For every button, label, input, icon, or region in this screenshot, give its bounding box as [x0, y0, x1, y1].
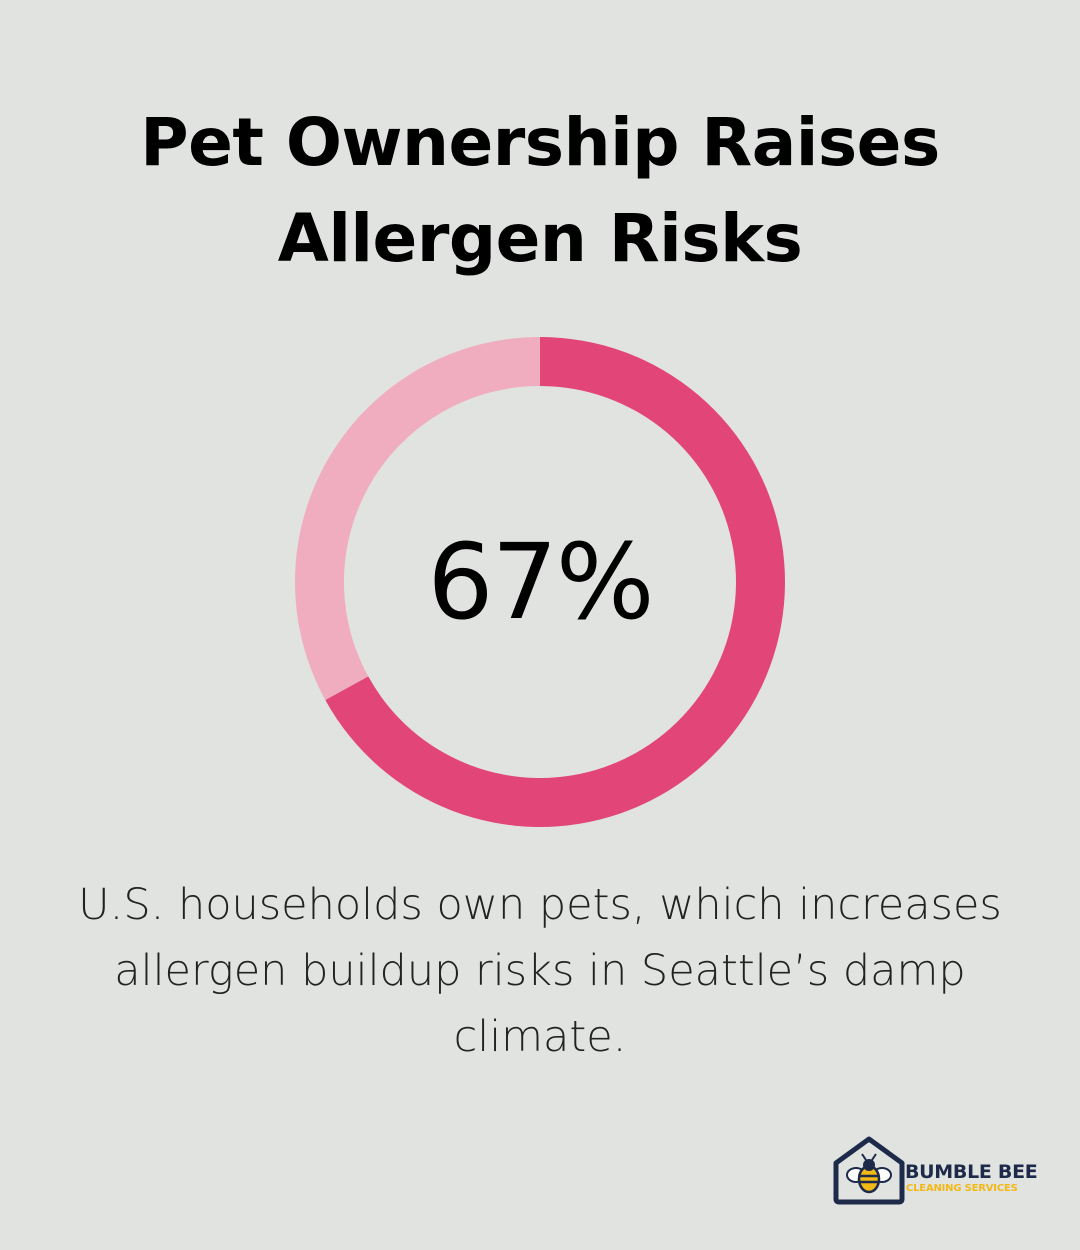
brand-name: BUMBLE BEE — [905, 1161, 1038, 1183]
caption-text: U.S. households own pets, which increase… — [78, 880, 1002, 1062]
donut-svg — [295, 337, 785, 827]
page-title: Pet Ownership Raises Allergen Risks — [140, 104, 940, 277]
donut-segment-remainder — [295, 337, 540, 701]
brand-tagline: CLEANING SERVICES — [906, 1183, 1018, 1194]
donut-center-value: 67% — [427, 521, 654, 643]
bee-house-icon — [833, 1136, 905, 1205]
brand-logo: BUMBLE BEE CLEANING SERVICES — [832, 1135, 1052, 1205]
donut-chart: 67% — [295, 337, 785, 827]
